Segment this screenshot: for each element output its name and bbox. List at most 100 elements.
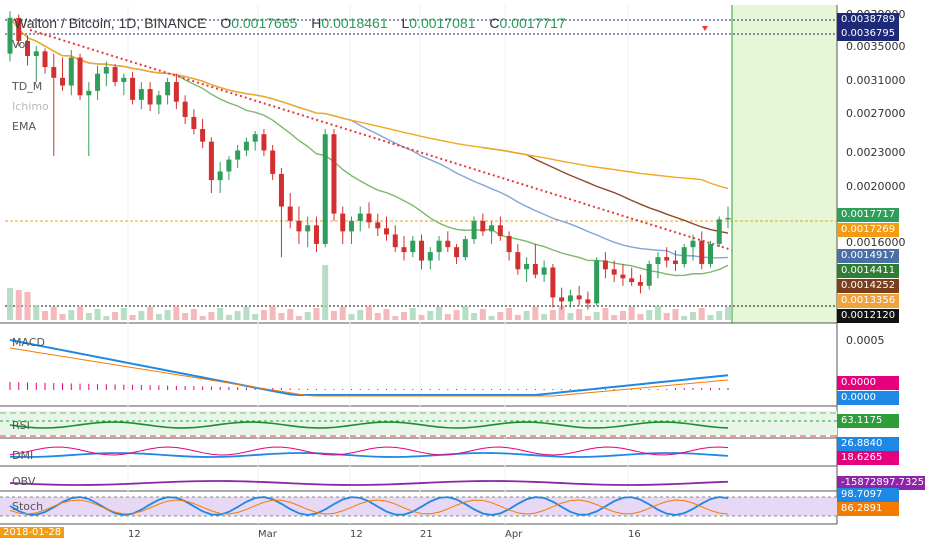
dmi-badge-minus: 18.6265: [837, 451, 899, 465]
price-tick: 0.0027000: [846, 107, 906, 120]
volume-bar: [50, 307, 57, 320]
candle-body: [594, 260, 600, 304]
volume-bar: [374, 313, 381, 320]
macd-badge-signal: 0.0000: [837, 376, 899, 390]
candle-body: [42, 51, 48, 68]
candle-body: [716, 219, 722, 244]
projection-zone: [732, 5, 837, 323]
candle-body: [497, 225, 503, 237]
candle-body: [515, 252, 521, 270]
volume-bar: [523, 311, 530, 320]
volume-bar: [453, 310, 460, 320]
macd-line: [9, 339, 729, 396]
macd-badge-line: 0.0000: [837, 391, 899, 405]
x-tick: 21: [420, 529, 433, 540]
x-tick: Mar: [258, 529, 277, 540]
candle-body: [620, 274, 626, 279]
candle-body: [156, 95, 162, 105]
candle-body: [401, 247, 407, 253]
ichimoku-indicator-label[interactable]: Ichimo: [12, 100, 49, 113]
candle-body: [138, 89, 144, 100]
candle-body: [480, 220, 486, 232]
candle-body: [419, 240, 425, 261]
candle-body: [340, 213, 346, 232]
volume-bar: [418, 315, 425, 320]
macd-indicator-label[interactable]: MACD: [12, 336, 45, 349]
volume-bar: [567, 313, 574, 320]
candle-body: [217, 171, 223, 181]
volume-bar: [94, 309, 101, 320]
volume-bar: [68, 310, 75, 320]
price-badge-ma-orange: 0.0013356: [837, 294, 899, 308]
volume-bar: [506, 308, 513, 320]
candle-body: [471, 220, 477, 240]
candle-body: [270, 150, 276, 174]
volume-bar: [199, 316, 206, 320]
volume-bar: [7, 288, 13, 320]
volume-bar: [681, 316, 688, 320]
volume-bar: [436, 307, 443, 320]
volume-bar: [164, 310, 171, 320]
macd-tick: 0.0005: [846, 334, 885, 347]
volume-bar: [339, 307, 346, 320]
candle-body: [51, 67, 57, 78]
candle-body: [261, 134, 267, 151]
candle-body: [559, 297, 565, 302]
volume-bar: [33, 305, 40, 320]
volume-bar: [112, 312, 119, 320]
td-indicator-label[interactable]: TD_M: [12, 80, 43, 93]
candle-body: [252, 134, 258, 142]
volume-bar: [392, 316, 399, 320]
candle-body: [77, 57, 83, 96]
volume-bar: [15, 290, 22, 320]
dmi-badge-plus: 26.8840: [837, 437, 899, 451]
ma-orange-line: [9, 17, 729, 190]
candle-body: [16, 17, 22, 41]
candle-body: [436, 240, 442, 253]
x-tick: 12: [350, 529, 363, 540]
candle-body: [278, 173, 284, 207]
candle-body: [375, 222, 381, 229]
obv-indicator-label[interactable]: OBV: [12, 475, 36, 488]
volume-bar: [155, 314, 162, 320]
volume-bar: [120, 308, 127, 320]
candlesticks: [7, 11, 731, 310]
volume-bar: [42, 311, 49, 320]
candle-body: [384, 228, 390, 235]
candle-body: [313, 225, 319, 244]
volume-bar: [138, 311, 145, 320]
vol-indicator-label[interactable]: Vol: [12, 38, 29, 51]
candle-body: [532, 264, 538, 275]
stoch-indicator-label[interactable]: Stoch: [12, 500, 44, 513]
price-tick: 0.0023000: [846, 146, 906, 159]
candle-body: [690, 240, 696, 248]
ohlc-low: L0.0017081: [401, 15, 476, 31]
ema-indicator-label[interactable]: EMA: [12, 120, 36, 133]
candle-body: [410, 240, 416, 253]
volume-bar: [304, 312, 311, 320]
volume-bar: [471, 313, 478, 320]
price-tick: 0.0035000: [846, 40, 906, 53]
candle-body: [462, 239, 468, 258]
candle-body: [506, 236, 512, 253]
volume-bar: [707, 315, 714, 320]
candle-body: [348, 220, 354, 232]
price-badge-resistance-2: 0.0036795: [837, 27, 899, 41]
pane-separators: [0, 5, 838, 525]
volume-bar: [85, 313, 92, 320]
candle-body: [611, 269, 617, 275]
dmi-indicator-label[interactable]: DMI: [12, 449, 34, 462]
volume-bar: [243, 307, 250, 320]
candle-body: [243, 141, 249, 151]
volume-bar: [654, 306, 661, 320]
volume-bar: [217, 308, 224, 320]
candle-body: [646, 264, 652, 286]
volume-bar: [348, 314, 355, 320]
volume-bar: [252, 314, 259, 320]
candle-body: [699, 240, 705, 265]
macd-signal-line: [9, 347, 729, 397]
macd-pane: [9, 339, 729, 397]
dmi-pane: [9, 446, 729, 458]
rsi-indicator-label[interactable]: RSI: [12, 419, 30, 432]
